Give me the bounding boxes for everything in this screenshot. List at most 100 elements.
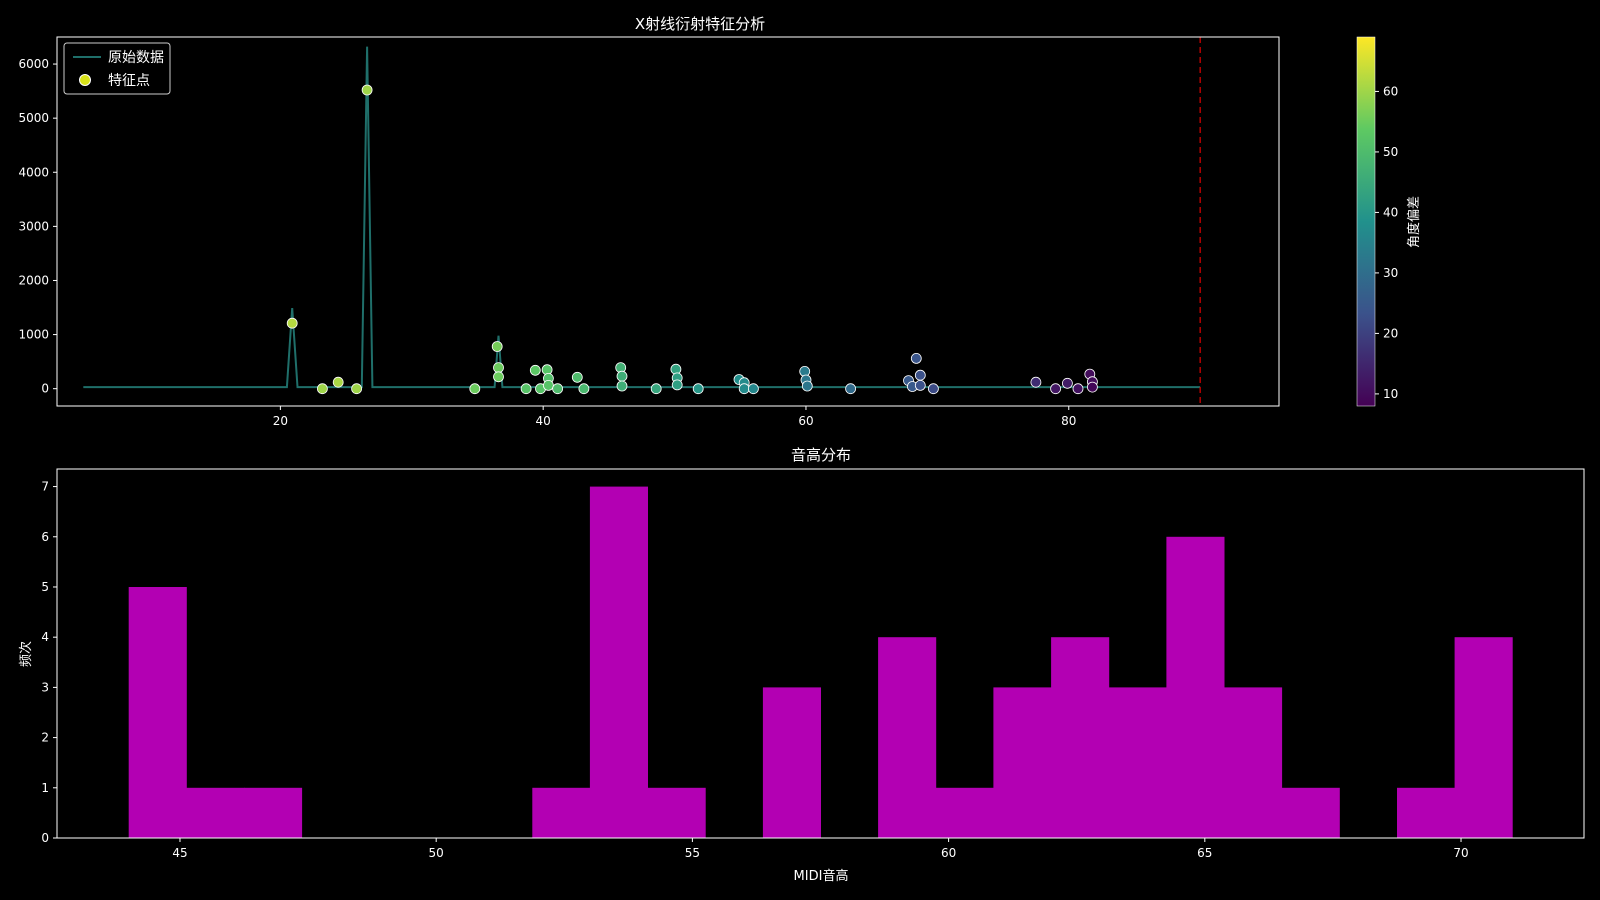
histogram-bar (532, 787, 591, 838)
feature-point (910, 352, 922, 364)
feature-point (748, 383, 759, 395)
colorbar-tick-label: 40 (1383, 205, 1398, 219)
feature-point (738, 383, 750, 395)
legend-label-feature-points: 特征点 (108, 73, 150, 89)
y-tick-label: 6 (41, 530, 49, 544)
histogram-plot-area (128, 486, 1513, 838)
x-tick-label: 50 (429, 846, 444, 860)
y-tick-label: 2000 (18, 273, 49, 287)
feature-point (1072, 383, 1084, 395)
feature-point (801, 380, 813, 392)
colorbar-tick-label: 20 (1383, 326, 1398, 340)
colorbar-ticks: 10 20 30 40 50 60 (1375, 84, 1398, 401)
x-tick-label: 40 (536, 414, 551, 428)
y-tick-label: 5000 (18, 111, 49, 125)
y-tick-label: 7 (41, 480, 49, 494)
xrd-legend: 原始数据 特征点 (63, 42, 171, 95)
feature-point (493, 371, 504, 383)
x-tick-label: 80 (1061, 414, 1076, 428)
histogram-bar (1224, 687, 1283, 838)
x-tick-label: 45 (172, 846, 187, 860)
histogram-bar (1051, 637, 1110, 838)
y-tick-label: 1000 (18, 328, 49, 342)
colorbar-tick-label: 60 (1383, 84, 1398, 98)
feature-point (571, 371, 583, 383)
histogram-bar (878, 637, 937, 838)
xrd-plot-frame (56, 36, 1280, 407)
histogram-bar (1454, 637, 1513, 838)
xrd-chart: X射线衍射特征分析 20 40 60 80 0 1000 2000 3000 4000 5000 6… (18, 15, 1422, 428)
colorbar-tick-label: 30 (1383, 266, 1398, 280)
feature-point (650, 383, 662, 395)
histogram-frame (56, 468, 1585, 839)
x-tick-label: 20 (273, 414, 288, 428)
feature-point (361, 84, 373, 96)
y-tick-label: 4000 (18, 165, 49, 179)
feature-point (616, 370, 628, 382)
y-tick-label: 3000 (18, 219, 49, 233)
xrd-plot-area (83, 37, 1201, 406)
feature-point (1050, 383, 1061, 395)
feature-point (520, 383, 532, 395)
histogram-bar (128, 587, 187, 838)
y-tick-label: 4 (41, 630, 49, 644)
feature-point (616, 380, 628, 392)
legend-point-swatch (79, 74, 91, 86)
colorbar-tick-label: 10 (1383, 387, 1398, 401)
y-tick-label: 2 (41, 731, 49, 745)
histogram-bar (1108, 687, 1167, 838)
colorbar: 10 20 30 40 50 60 角度偏差 (1356, 36, 1422, 407)
y-tick-label: 0 (41, 382, 49, 396)
histogram-bar (244, 787, 303, 838)
feature-point (914, 369, 926, 381)
feature-point (351, 383, 363, 395)
histogram-title: 音高分布 (791, 446, 851, 464)
feature-point (692, 383, 704, 395)
feature-point (671, 379, 683, 391)
histogram-bar (186, 787, 245, 838)
histogram-y-label: 频次 (18, 641, 34, 667)
histogram-bar (1281, 787, 1340, 838)
histogram-bar (1397, 787, 1456, 838)
feature-point (578, 383, 590, 395)
feature-point (332, 376, 344, 388)
histogram-bar (935, 787, 994, 838)
histogram-bar (993, 687, 1052, 838)
colorbar-label: 角度偏差 (1406, 196, 1422, 248)
x-tick-label: 60 (798, 414, 813, 428)
y-tick-label: 0 (41, 831, 49, 845)
raw-data-line (83, 46, 1201, 389)
y-tick-label: 1 (41, 781, 49, 795)
feature-point (928, 383, 939, 395)
feature-point (529, 364, 541, 376)
y-tick-label: 6000 (18, 57, 49, 71)
feature-point (286, 317, 298, 329)
feature-point (1030, 376, 1042, 388)
feature-point (1087, 381, 1098, 393)
feature-point (316, 383, 328, 395)
y-tick-label: 5 (41, 580, 49, 594)
histogram-bar (589, 486, 648, 838)
legend-label-raw-data: 原始数据 (108, 50, 164, 66)
colorbar-tick-label: 50 (1383, 145, 1398, 159)
feature-point (491, 341, 503, 352)
feature-point (552, 383, 563, 395)
x-tick-label: 70 (1453, 846, 1468, 860)
x-tick-label: 60 (941, 846, 956, 860)
feature-point (845, 383, 856, 395)
x-tick-label: 65 (1197, 846, 1212, 860)
histogram-x-label: MIDI音高 (794, 868, 849, 884)
x-tick-label: 55 (685, 846, 700, 860)
feature-point (914, 379, 926, 391)
feature-point (469, 383, 481, 395)
feature-point (1062, 377, 1073, 389)
histogram-bar (647, 787, 706, 838)
y-tick-label: 3 (41, 680, 49, 694)
histogram-bar (1166, 536, 1225, 838)
histogram-bar (762, 687, 821, 838)
feature-point (493, 362, 504, 374)
colorbar-gradient (1356, 36, 1376, 407)
feature-point (543, 379, 554, 391)
